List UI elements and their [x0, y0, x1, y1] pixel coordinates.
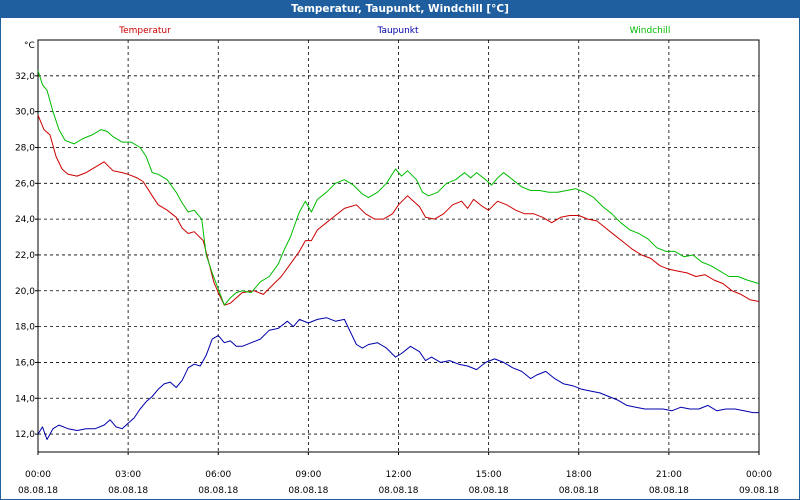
- grid-lines: [38, 40, 759, 452]
- x-tick-time: 00:00: [25, 470, 51, 480]
- y-tick-label: 24,0: [15, 215, 35, 225]
- legend-taupunkt: Taupunkt: [376, 26, 419, 36]
- x-tick-date: 08.08.18: [108, 486, 148, 496]
- x-tick-date: 08.08.18: [18, 486, 58, 496]
- y-tick-label: 32,0: [15, 72, 35, 82]
- legend-windchill: Windchill: [630, 26, 671, 36]
- y-tick-label: 22,0: [15, 251, 35, 261]
- legend-temperatur: Temperatur: [118, 26, 171, 36]
- y-tick-label: 20,0: [15, 287, 35, 297]
- y-tick-label: 26,0: [15, 179, 35, 189]
- y-axis-label: °C: [24, 41, 35, 51]
- x-tick-time: 06:00: [205, 470, 231, 480]
- x-tick-date: 08.08.18: [288, 486, 328, 496]
- y-tick-label: 28,0: [15, 143, 35, 153]
- y-tick-label: 12,0: [15, 430, 35, 440]
- x-tick-time: 18:00: [566, 470, 592, 480]
- y-tick-label: 30,0: [15, 108, 35, 118]
- series-line-taupunkt: [37, 317, 759, 440]
- y-tick-label: 18,0: [15, 323, 35, 333]
- x-tick-date: 08.08.18: [378, 486, 418, 496]
- y-axis-ticks: 12,0 14,0 16,0 18,0 20,0 22,0 24,0 26,0 28,0 30,0…: [15, 72, 38, 440]
- x-tick-time: 12:00: [386, 470, 412, 480]
- series-line-temperatur: [37, 115, 760, 306]
- x-tick-time: 03:00: [115, 470, 141, 480]
- x-tick-time: 00:00: [746, 470, 772, 480]
- chart-title: Temperatur, Taupunkt, Windchill [°C]: [1, 1, 799, 18]
- x-tick-time: 21:00: [656, 470, 682, 480]
- series-line-windchill: [37, 70, 760, 306]
- x-tick-date: 08.08.18: [559, 486, 599, 496]
- y-tick-label: 14,0: [15, 394, 35, 404]
- x-tick-time: 09:00: [295, 470, 321, 480]
- x-tick-date: 08.08.18: [198, 486, 238, 496]
- y-tick-label: 16,0: [15, 358, 35, 368]
- x-tick-date: 09.08.18: [739, 486, 779, 496]
- x-axis-ticks: 00:00 08.08.18 03:00 08.08.18 06:00 08.08.18 0…: [18, 452, 779, 496]
- x-tick-time: 15:00: [476, 470, 502, 480]
- x-tick-date: 08.08.18: [649, 486, 689, 496]
- x-tick-date: 08.08.18: [469, 486, 509, 496]
- series-lines: [37, 70, 760, 440]
